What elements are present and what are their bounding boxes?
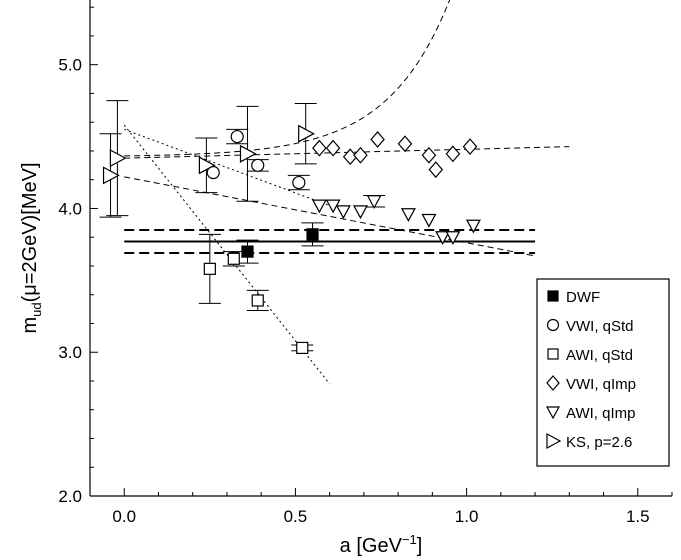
point-vwi-qimp — [421, 146, 437, 164]
point-awi-qstd — [251, 294, 264, 307]
y-tick-label: 4.0 — [58, 199, 82, 218]
fit-curve-4 — [124, 0, 451, 157]
y-tick-label: 2.0 — [58, 487, 82, 506]
point-awi-qstd — [227, 252, 240, 265]
point-vwi-qimp — [397, 135, 413, 153]
x-tick-label: 1.5 — [626, 507, 650, 526]
y-axis-label: mud(μ=2GeV)[MeV] — [19, 162, 44, 333]
fit-line-1 — [124, 128, 330, 207]
legend-label-awi-qstd: AWI, qStd — [566, 347, 633, 364]
point-vwi-qimp — [445, 145, 461, 163]
point-awi-qstd — [296, 341, 309, 355]
point-vwi-qimp — [353, 146, 368, 164]
legend-label-vwi-qimp: VWI, qImp — [566, 376, 636, 393]
x-tick-label: 0.5 — [284, 507, 308, 526]
fit-lines — [123, 0, 570, 385]
point-vwi-qimp — [370, 131, 385, 148]
fit-line-0 — [123, 124, 331, 385]
x-tick-label: 0.0 — [112, 507, 136, 526]
point-awi-qimp — [421, 213, 437, 228]
point-ks-p-2-6 — [198, 156, 216, 175]
legend-marker-awi-qimp — [545, 406, 561, 420]
point-ks-p-2-6 — [239, 144, 257, 163]
fit-line-3 — [124, 176, 536, 257]
point-awi-qimp — [435, 231, 451, 245]
x-axis-label-main: a [GeV — [340, 535, 403, 557]
legend: DWF VWI, qStd AWI, qStd VWI, qImp AWI, qImp K… — [536, 278, 670, 467]
legend-marker-awi-qstd — [547, 348, 559, 360]
point-awi-qimp — [335, 205, 351, 220]
y-axis-label-rest: (μ=2GeV)[MeV] — [19, 162, 41, 302]
legend-marker-vwi-qimp — [546, 375, 560, 391]
x-axis-label: a [GeV−1] — [340, 532, 423, 557]
point-vwi-qimp — [325, 139, 341, 157]
point-awi-qimp — [366, 195, 382, 210]
y-axis-label-main: m — [19, 317, 41, 334]
point-vwi-qstd — [251, 158, 265, 172]
point-dwf — [306, 228, 319, 241]
point-awi-qimp — [445, 231, 461, 245]
legend-label-dwf: DWF — [566, 289, 600, 306]
axes: 2.0 3.0 4.0 5.0 0.0 0.5 1.0 1.5 — [58, 0, 673, 526]
point-vwi-qimp — [462, 138, 478, 156]
point-awi-qimp — [465, 219, 481, 234]
data-markers — [102, 124, 481, 355]
point-vwi-qstd — [292, 175, 306, 190]
x-axis-label-end: ] — [417, 535, 423, 557]
y-tick-label: 5.0 — [58, 56, 82, 75]
point-vwi-qimp — [428, 161, 444, 179]
legend-box — [536, 278, 670, 467]
legend-marker-dwf — [547, 290, 559, 302]
point-dwf — [241, 245, 254, 258]
point-ks-p-2-6 — [102, 166, 120, 185]
point-awi-qstd — [203, 262, 216, 275]
point-awi-qimp — [400, 208, 416, 222]
x-tick-label: 1.0 — [455, 507, 479, 526]
legend-label-ks-p-2-6: KS, p=2.6 — [566, 434, 632, 451]
point-awi-qimp — [352, 205, 368, 220]
point-vwi-qimp — [312, 139, 327, 157]
y-axis-label-sub: ud — [29, 302, 44, 316]
point-ks-p-2-6 — [109, 149, 127, 168]
point-ks-p-2-6 — [298, 124, 315, 143]
point-vwi-qstd — [230, 129, 244, 144]
legend-marker-ks-p-2-6 — [546, 432, 562, 450]
x-axis-label-sup: −1 — [402, 532, 417, 547]
legend-label-vwi-qstd: VWI, qStd — [566, 318, 634, 335]
point-awi-qimp — [311, 199, 327, 214]
legend-marker-vwi-qstd — [546, 318, 560, 332]
legend-label-awi-qimp: AWI, qImp — [566, 405, 635, 422]
y-tick-label: 3.0 — [58, 343, 82, 362]
